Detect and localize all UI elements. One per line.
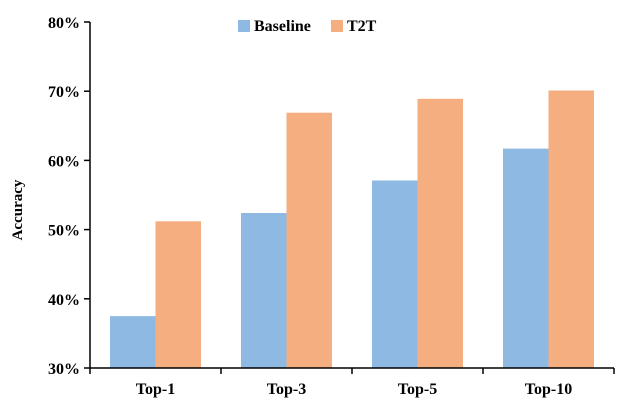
bar-t2t-top-5 xyxy=(417,98,463,369)
y-axis-label: Accuracy xyxy=(10,179,26,240)
x-tick-label: Top-1 xyxy=(136,381,175,398)
bar-baseline-top-10 xyxy=(503,148,549,368)
bar-t2t-top-1 xyxy=(155,221,201,368)
bar-baseline-top-1 xyxy=(110,316,156,368)
legend-swatch-t2t xyxy=(331,20,343,32)
x-tick-label: Top-5 xyxy=(398,381,437,398)
x-tick-label: Top-10 xyxy=(525,381,572,398)
legend: Baseline T2T xyxy=(238,18,377,35)
bar-baseline-top-5 xyxy=(372,180,418,368)
bar-t2t-top-3 xyxy=(286,112,332,368)
legend-swatch-baseline xyxy=(238,20,250,32)
axes-group: 30% 40% 50% 60% 70% 80% Top-1 Top-3 Top-5 Top-10 xyxy=(48,15,615,398)
legend-label-baseline: Baseline xyxy=(254,18,311,35)
y-tick-label: 80% xyxy=(48,15,80,32)
y-tick-label: 50% xyxy=(48,223,80,240)
bar-baseline-top-3 xyxy=(241,213,287,368)
x-tick-label: Top-3 xyxy=(267,381,306,398)
y-tick-label: 60% xyxy=(48,153,80,170)
bars-group xyxy=(110,90,594,369)
y-tick-label: 30% xyxy=(48,361,80,378)
y-tick-label: 70% xyxy=(48,84,80,101)
legend-label-t2t: T2T xyxy=(347,18,377,35)
y-tick-label: 40% xyxy=(48,292,80,309)
bar-t2t-top-10 xyxy=(548,90,594,368)
